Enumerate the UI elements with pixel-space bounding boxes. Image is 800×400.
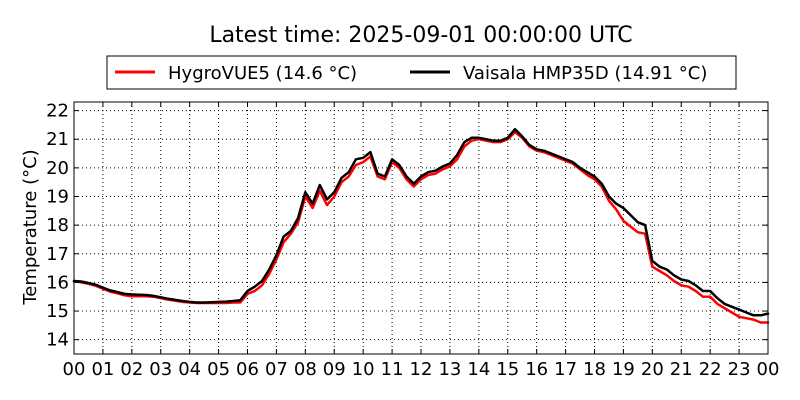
y-tick-label: 16 — [46, 272, 69, 293]
x-tick-label: 13 — [438, 359, 461, 380]
x-tick-label: 06 — [236, 359, 259, 380]
grid — [74, 102, 768, 354]
x-tick-label: 21 — [670, 359, 693, 380]
y-tick-labels: 14 15 16 17 18 19 20 21 22 — [46, 101, 69, 351]
x-tick-label: 11 — [381, 359, 404, 380]
x-tick-label: 22 — [699, 359, 722, 380]
x-tick-label: 02 — [120, 359, 143, 380]
legend: HygroVUE5 (14.6 °C) Vaisala HMP35D (14.9… — [106, 55, 737, 90]
x-tick-label: 20 — [641, 359, 664, 380]
chart-title: Latest time: 2025-09-01 00:00:00 UTC — [209, 23, 632, 48]
x-tick-label: 17 — [554, 359, 577, 380]
y-tick-label: 14 — [46, 330, 69, 351]
x-tick-label: 00 — [63, 359, 86, 380]
x-tick-label: 09 — [323, 359, 346, 380]
y-tick-label: 22 — [46, 101, 69, 122]
x-tick-label: 15 — [496, 359, 519, 380]
x-tick-label: 04 — [178, 359, 201, 380]
y-tick-label: 21 — [46, 129, 69, 150]
x-tick-labels: 00 01 02 03 04 05 06 07 08 09 10 11 12 13 14 15 16 17 18 19… — [63, 359, 780, 380]
x-tick-label: 14 — [467, 359, 490, 380]
legend-label-hygrovue5: HygroVUE5 (14.6 °C) — [168, 63, 357, 84]
y-tick-label: 17 — [46, 244, 69, 265]
x-tick-label: 16 — [525, 359, 548, 380]
x-tick-label: 23 — [728, 359, 751, 380]
y-axis-label: Temperature (°C) — [20, 149, 41, 305]
x-tick-label: 07 — [265, 359, 288, 380]
x-tick-label: 18 — [583, 359, 606, 380]
x-tick-label: 19 — [612, 359, 635, 380]
x-tick-label: 12 — [410, 359, 433, 380]
x-tick-label: 03 — [149, 359, 172, 380]
y-tick-label: 20 — [46, 158, 69, 179]
legend-label-vaisala: Vaisala HMP35D (14.91 °C) — [463, 63, 707, 84]
x-tick-label: 05 — [207, 359, 230, 380]
y-tick-label: 18 — [46, 215, 69, 236]
y-tick-label: 19 — [46, 187, 69, 208]
x-tick-label: 08 — [294, 359, 317, 380]
x-tick-label: 10 — [352, 359, 375, 380]
axis-ticks — [73, 102, 769, 354]
series-layer — [72, 127, 770, 324]
plot-frame — [73, 101, 769, 355]
x-tick-label: 01 — [91, 359, 114, 380]
x-tick-label: 00 — [757, 359, 780, 380]
series-line-hygrovue5 — [72, 130, 770, 324]
series-line-vaisala — [72, 127, 770, 317]
y-tick-label: 15 — [46, 301, 69, 322]
